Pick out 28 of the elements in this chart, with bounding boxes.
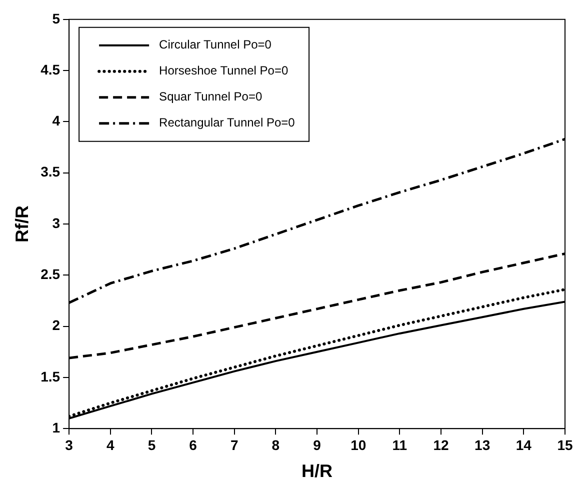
x-tick-label: 15 bbox=[557, 436, 573, 453]
x-tick-label: 4 bbox=[106, 436, 114, 453]
x-tick-label: 13 bbox=[474, 436, 490, 453]
y-tick-label: 1 bbox=[52, 419, 60, 436]
y-tick-label: 4.5 bbox=[40, 61, 60, 78]
y-tick-label: 4 bbox=[52, 112, 60, 129]
x-tick-label: 10 bbox=[350, 436, 366, 453]
x-tick-label: 12 bbox=[433, 436, 450, 453]
y-axis-title: Rf/R bbox=[12, 206, 32, 242]
x-tick-label: 14 bbox=[516, 436, 532, 453]
x-tick-label: 3 bbox=[65, 436, 74, 453]
y-tick-label: 3.5 bbox=[40, 164, 60, 180]
legend-label: Circular Tunnel Po=0 bbox=[159, 38, 272, 52]
legend-label: Horseshoe Tunnel Po=0 bbox=[159, 64, 288, 78]
x-tick-label: 6 bbox=[189, 436, 198, 453]
x-tick-label: 5 bbox=[148, 436, 156, 453]
x-axis-title: H/R bbox=[302, 461, 333, 482]
legend-label: Rectangular Tunnel Po=0 bbox=[159, 116, 296, 130]
x-tick-label: 9 bbox=[313, 436, 322, 453]
x-tick-label: 8 bbox=[272, 436, 280, 453]
legend-label: Squar Tunnel Po=0 bbox=[159, 90, 262, 104]
y-tick-label: 1.5 bbox=[40, 368, 60, 384]
x-tick-label: 7 bbox=[230, 436, 238, 453]
x-tick-label: 11 bbox=[392, 436, 408, 453]
y-tick-label: 3 bbox=[52, 214, 60, 231]
y-tick-label: 2 bbox=[52, 317, 60, 334]
y-tick-label: 2.5 bbox=[40, 266, 60, 282]
y-tick-label: 5 bbox=[52, 10, 60, 26]
